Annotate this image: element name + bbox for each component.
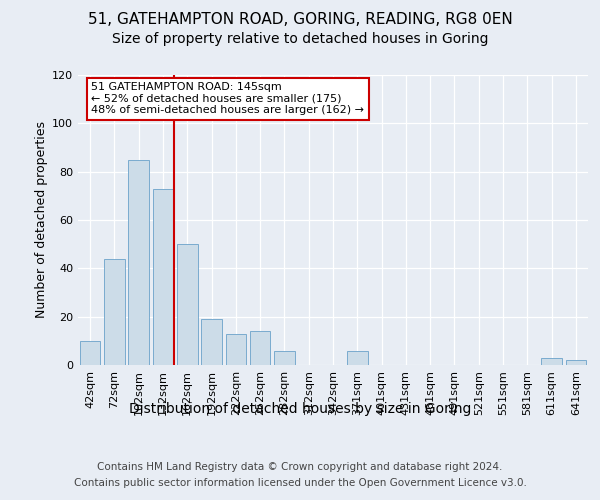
Y-axis label: Number of detached properties: Number of detached properties: [35, 122, 48, 318]
Text: Contains public sector information licensed under the Open Government Licence v3: Contains public sector information licen…: [74, 478, 526, 488]
Bar: [541, 358, 562, 365]
Text: 51, GATEHAMPTON ROAD, GORING, READING, RG8 0EN: 51, GATEHAMPTON ROAD, GORING, READING, R…: [88, 12, 512, 28]
Bar: [128, 160, 149, 365]
Bar: [177, 244, 197, 365]
Text: Contains HM Land Registry data © Crown copyright and database right 2024.: Contains HM Land Registry data © Crown c…: [97, 462, 503, 472]
Bar: [104, 258, 125, 365]
Bar: [274, 350, 295, 365]
Bar: [347, 350, 368, 365]
Text: 51 GATEHAMPTON ROAD: 145sqm
← 52% of detached houses are smaller (175)
48% of se: 51 GATEHAMPTON ROAD: 145sqm ← 52% of det…: [91, 82, 364, 116]
Bar: [566, 360, 586, 365]
Bar: [250, 331, 271, 365]
Bar: [201, 319, 222, 365]
Bar: [226, 334, 246, 365]
Text: Distribution of detached houses by size in Goring: Distribution of detached houses by size …: [129, 402, 471, 416]
Text: Size of property relative to detached houses in Goring: Size of property relative to detached ho…: [112, 32, 488, 46]
Bar: [80, 341, 100, 365]
Bar: [152, 188, 173, 365]
